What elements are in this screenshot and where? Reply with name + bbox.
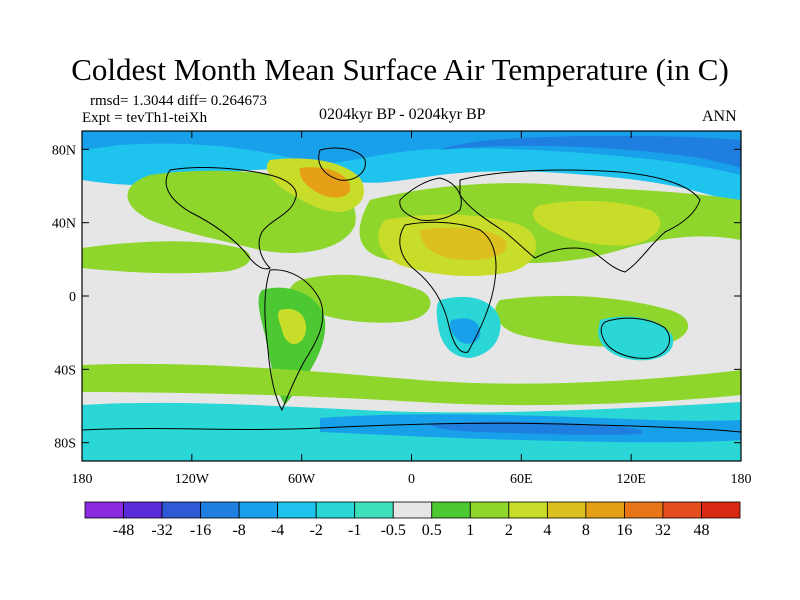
coast-europe xyxy=(399,177,462,221)
coast-antarctica xyxy=(82,422,741,433)
asia-warm xyxy=(533,200,661,246)
colorbar-label: -1 xyxy=(348,522,361,539)
latitude-axis: 80N 40N 0 40S 80S xyxy=(52,143,741,452)
lat-tick-label: 40N xyxy=(52,217,76,232)
colorbar-label: 2 xyxy=(505,522,513,539)
colorbar-label: 0.5 xyxy=(422,522,442,539)
colorbar-swatch xyxy=(200,501,240,519)
colorbar-swatch xyxy=(585,501,625,519)
colorbar-swatch xyxy=(84,501,124,519)
colorbar-swatch xyxy=(624,501,664,519)
temperature-field xyxy=(82,131,741,461)
colorbar-label: -4 xyxy=(271,522,284,539)
colorbar-label: -32 xyxy=(151,522,172,539)
stats-line: rmsd= 1.3044 diff= 0.264673 xyxy=(90,93,268,109)
colorbar-swatch xyxy=(662,501,702,519)
colorbar-label: 32 xyxy=(655,522,671,539)
coast-north-america xyxy=(165,167,297,270)
southern-ocean-green xyxy=(82,363,741,406)
colorbar-swatch xyxy=(546,501,587,519)
colorbar-label: 1 xyxy=(466,522,474,539)
colorbar: -48 -32 -16 -8 -4 -2 -1 -0.5 0.5 1 2 4 8 16 32 48 xyxy=(84,501,741,539)
colorbar-swatch xyxy=(469,501,510,519)
colorbar-swatch xyxy=(315,501,356,519)
north-america-hot xyxy=(299,167,351,198)
colorbar-label: -2 xyxy=(310,522,323,539)
north-pacific-band xyxy=(82,241,251,274)
colorbar-label: -8 xyxy=(232,522,245,539)
colorbar-label: 48 xyxy=(693,522,709,539)
lat-tick-label: 40S xyxy=(54,363,76,378)
colorbar-label: -16 xyxy=(190,522,211,539)
lon-tick-label: 60E xyxy=(510,472,533,487)
lon-tick-label: 120W xyxy=(175,472,210,487)
lon-tick-label: 60W xyxy=(288,472,316,487)
colorbar-label: 4 xyxy=(543,522,551,539)
figure-title: Coldest Month Mean Surface Air Temperatu… xyxy=(71,52,729,87)
colorbar-swatch xyxy=(161,501,201,519)
colorbar-swatch xyxy=(431,501,471,519)
arctic-blue xyxy=(440,135,741,168)
experiment-label: Expt = tevTh1-teiXh xyxy=(82,110,208,126)
coastlines xyxy=(82,147,741,433)
lat-tick-label: 0 xyxy=(69,290,76,305)
colorbar-swatch xyxy=(123,501,163,519)
period-label: 0204kyr BP - 0204kyr BP xyxy=(319,106,486,123)
coast-asia xyxy=(459,169,701,273)
colorbar-swatch xyxy=(508,501,548,519)
colorbar-label: 8 xyxy=(582,522,590,539)
colorbar-swatch xyxy=(354,501,394,519)
colorbar-swatch xyxy=(701,501,741,519)
colorbar-swatch xyxy=(392,501,433,519)
south-america-warm xyxy=(278,308,307,345)
colorbar-swatch xyxy=(238,501,279,519)
coast-australia xyxy=(600,317,670,359)
colorbar-label: 16 xyxy=(616,522,632,539)
lon-tick-label: 180 xyxy=(72,472,93,487)
southern-africa-blue xyxy=(449,318,481,344)
coast-africa xyxy=(399,221,497,353)
lon-tick-label: 0 xyxy=(408,472,415,487)
season-label: ANN xyxy=(702,108,737,125)
sahara-hot xyxy=(420,227,507,260)
australia-field xyxy=(598,316,674,361)
lat-tick-label: 80N xyxy=(52,143,76,158)
lon-tick-label: 180 xyxy=(731,472,752,487)
longitude-axis: 180 120W 60W 0 60E 120E 180 xyxy=(72,131,752,487)
tropical-atlantic xyxy=(289,274,431,323)
colorbar-label: -48 xyxy=(113,522,134,539)
colorbar-swatch xyxy=(277,501,317,519)
lon-tick-label: 120E xyxy=(616,472,646,487)
coast-south-america xyxy=(264,269,324,412)
lat-tick-label: 80S xyxy=(54,437,76,452)
colorbar-label: -0.5 xyxy=(381,522,406,539)
coast-greenland xyxy=(318,147,366,181)
